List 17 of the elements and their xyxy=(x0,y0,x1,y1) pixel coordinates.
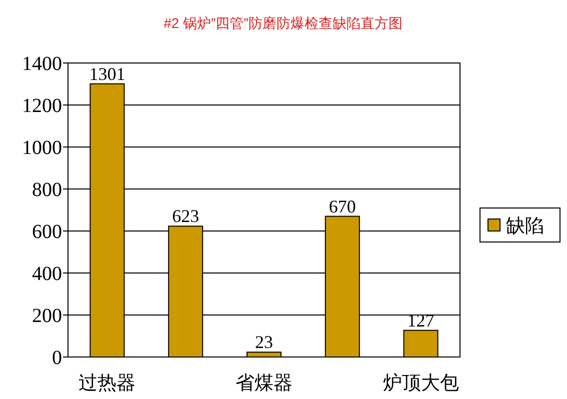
y-tick-label: 1000 xyxy=(22,137,62,159)
chart-title: #2 锅炉”四管”防磨防爆检查缺陷直方图 xyxy=(164,15,402,31)
y-tick-label: 200 xyxy=(32,305,62,327)
x-tick-label: 过热器 xyxy=(78,373,136,394)
x-tick-label: 省煤器 xyxy=(236,373,292,394)
data-label: 23 xyxy=(255,332,273,352)
y-tick-label: 800 xyxy=(32,179,62,201)
legend-label: 缺陷 xyxy=(506,216,544,237)
x-tick-label: 炉顶大包 xyxy=(382,373,459,394)
y-tick-label: 1200 xyxy=(22,95,62,117)
y-tick-label: 400 xyxy=(32,263,62,285)
data-label: 670 xyxy=(328,196,356,216)
y-tick-label: 0 xyxy=(52,347,62,369)
data-label: 623 xyxy=(172,206,200,226)
y-tick-label: 600 xyxy=(32,221,62,243)
data-label: 1301 xyxy=(89,64,126,84)
y-tick-label: 1400 xyxy=(22,53,62,75)
